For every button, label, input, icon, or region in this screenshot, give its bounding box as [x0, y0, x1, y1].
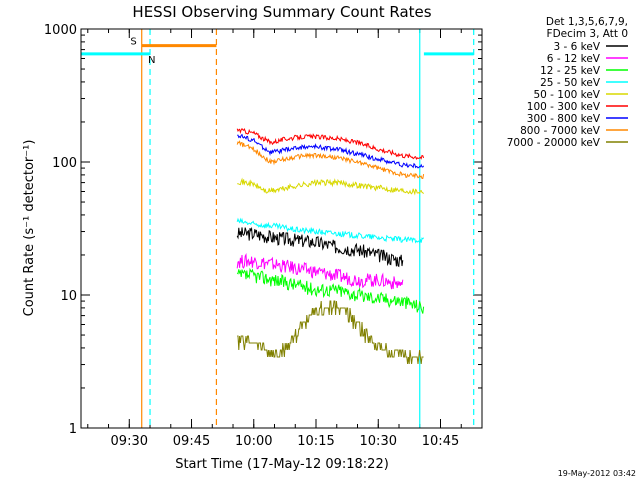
- x-tick-label: 09:45: [173, 434, 210, 449]
- x-tick-label: 10:30: [360, 434, 397, 449]
- legend-header: Det 1,3,5,6,7,9,: [546, 16, 628, 28]
- legend-entry-label: 25 - 50 keV: [540, 77, 601, 89]
- plot-area: 1 10 100 1000 09:30 09:45 10:00 10:15 10:30 10:45…: [44, 23, 482, 449]
- y-tick-label: 1000: [44, 23, 77, 38]
- series-line-1: [236, 226, 404, 268]
- series-line-7: [237, 133, 425, 169]
- legend-entry-label: 3 - 6 keV: [553, 41, 600, 53]
- series-line-6: [236, 127, 425, 160]
- x-tick-label: 10:45: [422, 434, 459, 449]
- legend-entry-label: 100 - 300 keV: [527, 101, 601, 113]
- legend-header: FDecim 3, Att 0: [547, 28, 628, 40]
- series-line-2: [236, 253, 404, 290]
- annotation-label: S: [130, 37, 136, 48]
- x-tick-label: 10:15: [297, 434, 334, 449]
- y-tick-label: 100: [52, 156, 77, 171]
- x-tick-label: 09:30: [111, 434, 148, 449]
- legend-entry-label: 12 - 25 keV: [540, 65, 601, 77]
- series-line-9: [237, 300, 424, 365]
- x-tick-label: 10:00: [235, 434, 272, 449]
- annotation-label: N: [148, 55, 155, 66]
- legend-entry-label: 6 - 12 keV: [547, 53, 601, 65]
- chart-title: HESSI Observing Summary Count Rates: [132, 3, 431, 21]
- series-line-8: [236, 140, 425, 180]
- y-tick-label: 1: [69, 422, 77, 437]
- legend-entry-label: 7000 - 20000 keV: [507, 137, 601, 149]
- y-axis-label: Count Rate (s⁻¹ detector⁻¹): [22, 140, 37, 317]
- series-line-5: [237, 177, 424, 196]
- y-tick-label: 10: [60, 289, 77, 304]
- legend-entry-label: 50 - 100 keV: [533, 89, 600, 101]
- plot-frame: [80, 28, 483, 429]
- legend-entry-label: 800 - 7000 keV: [520, 125, 601, 137]
- series-line-3: [236, 267, 425, 314]
- legend-entry-label: 300 - 800 keV: [527, 113, 601, 125]
- footer-timestamp: 19-May-2012 03:42: [558, 469, 636, 478]
- legend: Det 1,3,5,6,7,9,FDecim 3, Att 03 - 6 keV…: [507, 16, 628, 149]
- series-line-4: [236, 217, 425, 245]
- x-axis-label: Start Time (17-May-12 09:18:22): [175, 457, 389, 472]
